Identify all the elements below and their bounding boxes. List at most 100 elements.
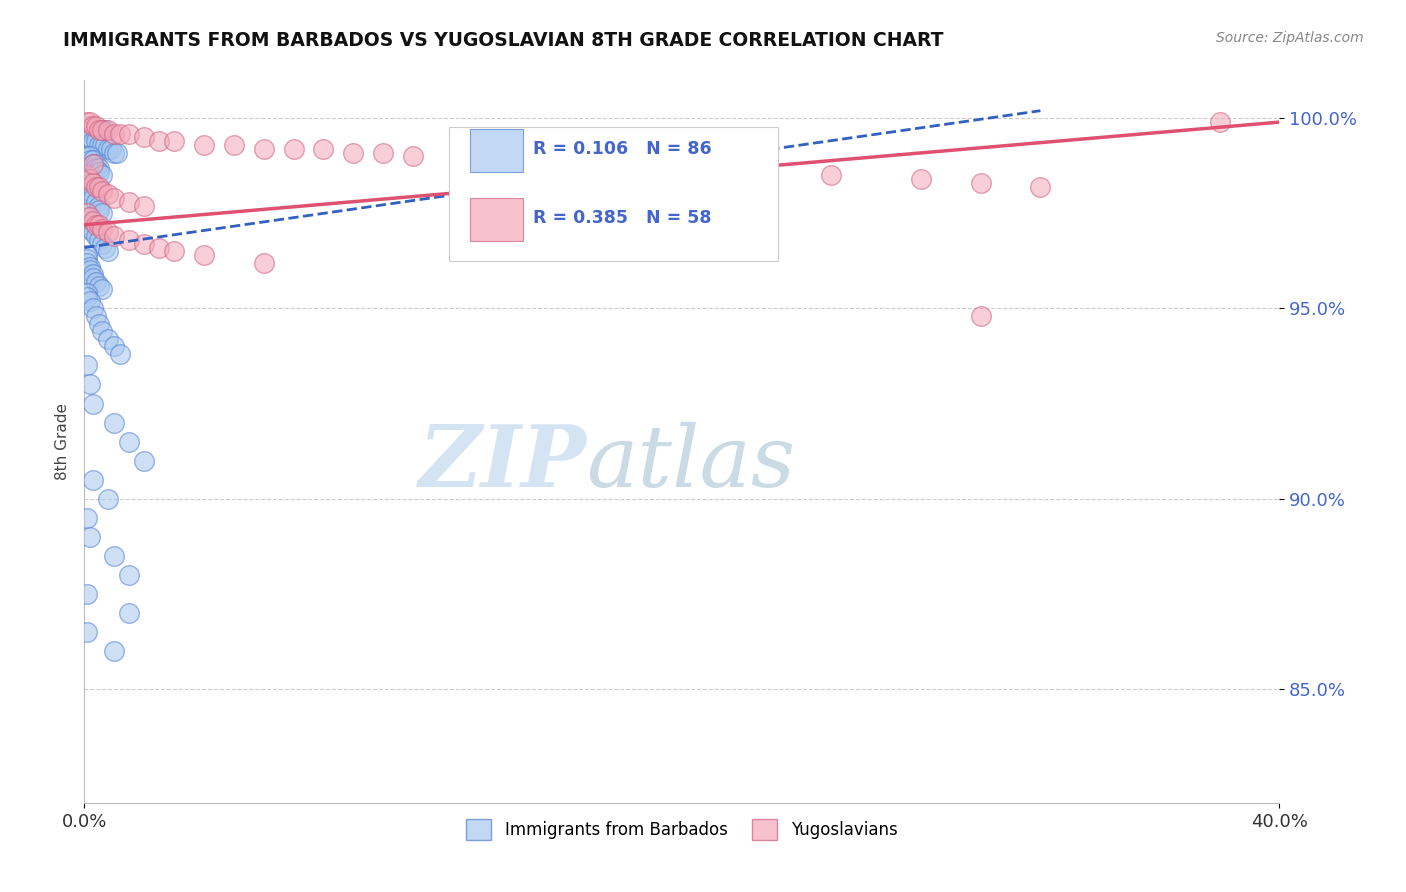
Point (89, 202, 111, 217)
Point (91, 324, 114, 338)
Point (76, 169, 98, 183)
Point (118, 434, 141, 449)
Point (91, 184, 114, 198)
Point (82, 153, 104, 168)
Point (103, 145, 125, 160)
Point (118, 606, 141, 620)
Point (79, 172, 101, 186)
Point (89, 278, 111, 293)
Point (253, 142, 276, 156)
Point (86, 309, 108, 323)
Point (89, 122, 111, 136)
Point (97, 142, 120, 156)
Point (76, 210, 98, 224)
Point (82, 267, 104, 281)
Point (94, 241, 117, 255)
Point (94, 122, 117, 136)
Y-axis label: 8th Grade: 8th Grade (55, 403, 70, 480)
Point (86, 157, 108, 171)
Point (82, 134, 104, 148)
Point (312, 142, 335, 156)
Point (86, 134, 108, 148)
Point (79, 218, 101, 232)
Point (82, 191, 104, 205)
Point (283, 142, 305, 156)
Point (97, 226, 120, 240)
Point (79, 293, 101, 308)
Point (89, 164, 111, 178)
Point (91, 127, 114, 141)
Point (91, 236, 114, 251)
Point (103, 229, 125, 244)
Point (86, 119, 108, 133)
Point (89, 179, 111, 194)
Point (522, 153, 544, 168)
Point (86, 127, 108, 141)
Point (76, 206, 98, 220)
Point (79, 377, 101, 392)
Point (731, 164, 754, 178)
Point (373, 145, 395, 160)
Point (103, 127, 125, 141)
Point (910, 172, 932, 186)
Point (82, 187, 104, 202)
Point (76, 359, 98, 373)
Point (82, 176, 104, 190)
Point (82, 127, 104, 141)
Point (82, 226, 104, 240)
Point (79, 263, 101, 277)
Point (82, 157, 104, 171)
Point (193, 137, 215, 152)
Point (79, 210, 101, 224)
FancyBboxPatch shape (471, 198, 523, 241)
Point (91, 221, 114, 235)
Point (89, 317, 111, 331)
Point (612, 157, 634, 171)
Point (79, 130, 101, 145)
Point (148, 241, 170, 255)
Point (342, 145, 364, 160)
Point (132, 130, 156, 145)
Point (89, 127, 111, 141)
Point (89, 199, 111, 213)
Point (86, 218, 108, 232)
Point (86, 229, 108, 244)
Point (110, 127, 132, 141)
Point (103, 416, 125, 430)
Point (522, 244, 544, 259)
Point (132, 453, 156, 467)
Text: atlas: atlas (586, 422, 796, 505)
Point (163, 134, 186, 148)
Point (79, 179, 101, 194)
Point (86, 194, 108, 209)
FancyBboxPatch shape (449, 128, 778, 260)
Point (91, 206, 114, 220)
Point (118, 233, 141, 247)
Point (103, 191, 125, 205)
Point (118, 194, 141, 209)
Point (76, 214, 98, 228)
Point (461, 149, 484, 163)
Point (97, 491, 120, 506)
Point (82, 271, 104, 285)
Point (1029, 179, 1052, 194)
FancyBboxPatch shape (471, 129, 523, 172)
Point (76, 248, 98, 262)
Point (97, 244, 120, 259)
Point (79, 260, 101, 274)
Point (79, 115, 101, 129)
Point (82, 214, 104, 228)
Point (103, 549, 125, 563)
Point (193, 248, 215, 262)
Point (79, 184, 101, 198)
Point (89, 218, 111, 232)
Point (86, 161, 108, 175)
Point (91, 122, 114, 136)
Point (94, 137, 117, 152)
Point (970, 309, 993, 323)
Point (91, 122, 114, 136)
Point (82, 396, 104, 410)
Point (103, 643, 125, 657)
Point (91, 282, 114, 296)
Point (110, 347, 132, 361)
